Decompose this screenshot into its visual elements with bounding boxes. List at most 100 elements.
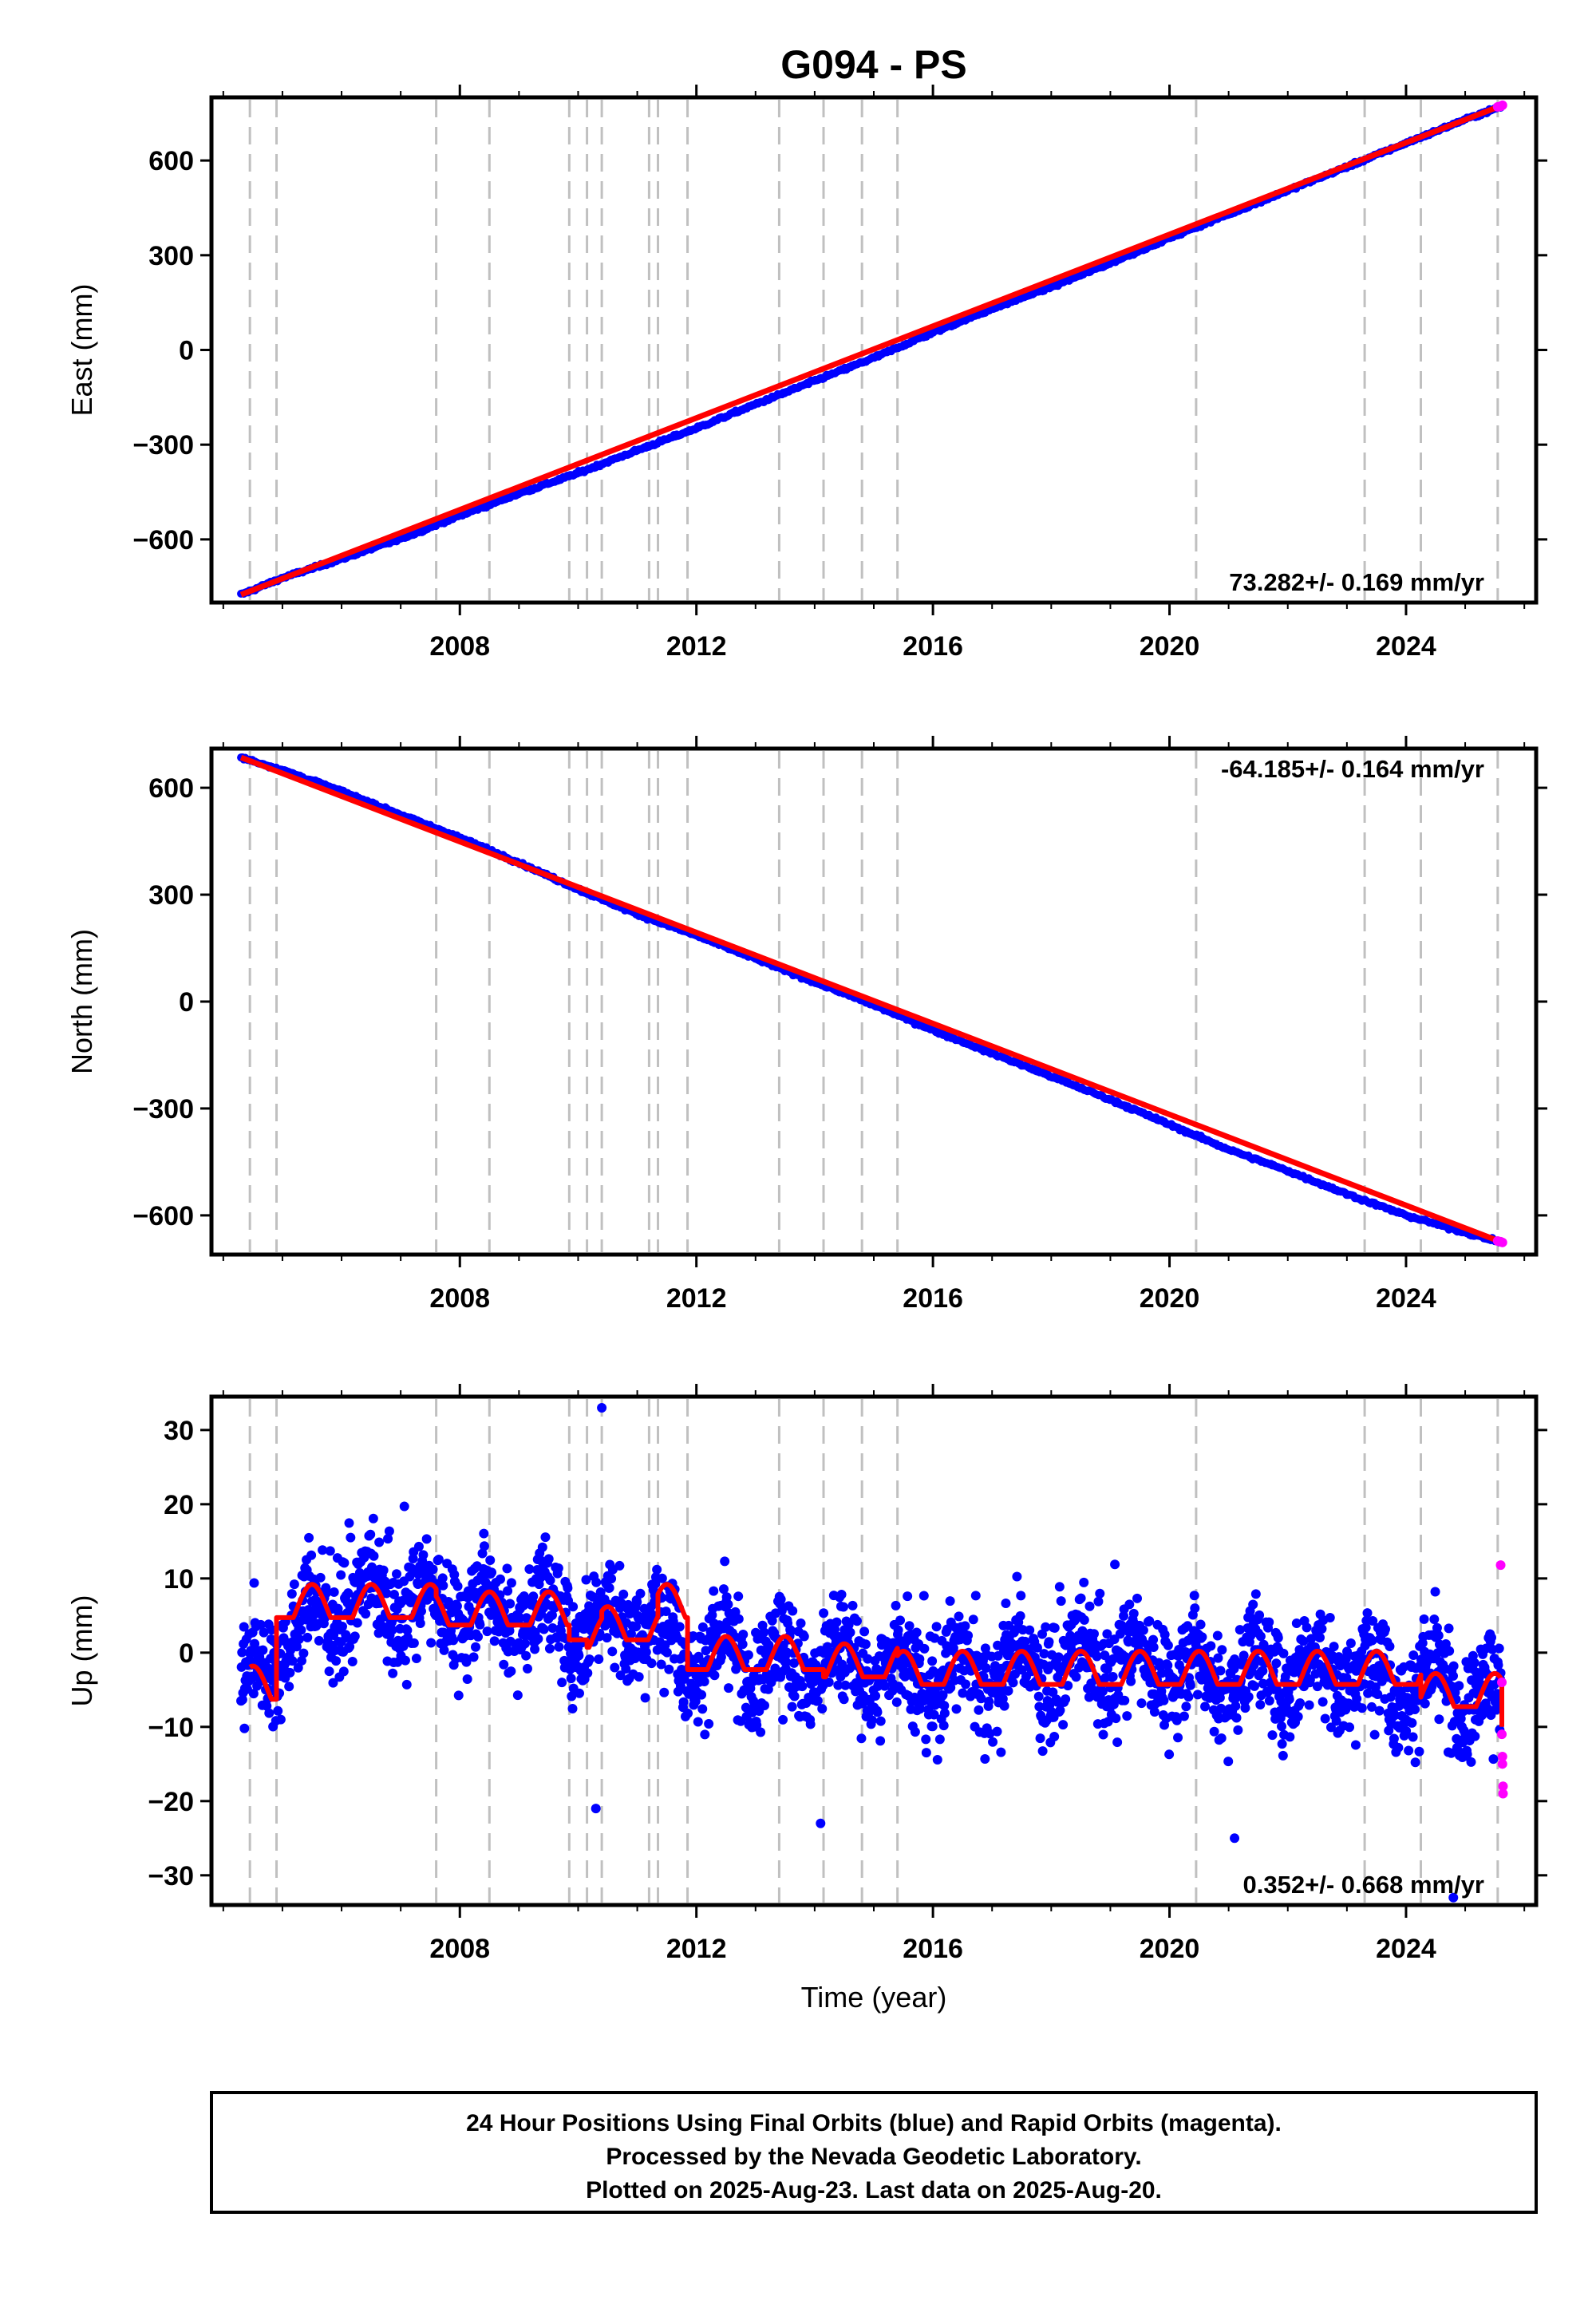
- final-orbit-point: [662, 1647, 672, 1658]
- final-orbit-point: [602, 1633, 612, 1643]
- final-orbit-point: [452, 1581, 463, 1591]
- final-orbit-point: [718, 1584, 729, 1595]
- final-orbit-point: [860, 1639, 871, 1650]
- final-orbit-point: [958, 1688, 968, 1698]
- final-orbit-point: [954, 1611, 964, 1622]
- final-orbit-point: [563, 1583, 573, 1593]
- final-orbit-point: [875, 1736, 886, 1746]
- final-orbit-point: [1367, 1635, 1377, 1646]
- final-orbit-point: [980, 1753, 990, 1764]
- final-orbit-point: [1430, 1587, 1440, 1597]
- final-orbit-point: [910, 1727, 920, 1737]
- final-orbit-point: [298, 1648, 309, 1658]
- final-orbit-point: [1380, 1624, 1390, 1634]
- final-orbit-point: [1363, 1688, 1373, 1698]
- final-orbit-point: [521, 1650, 531, 1661]
- final-orbit-point: [1061, 1694, 1071, 1705]
- final-orbit-point: [421, 1534, 432, 1544]
- final-orbit-point: [487, 1567, 497, 1578]
- final-orbit-point: [787, 1701, 797, 1712]
- final-orbit-point: [812, 1696, 823, 1706]
- final-orbit-point: [418, 1550, 429, 1560]
- final-orbit-point: [891, 1697, 902, 1707]
- final-orbit-point: [1329, 1642, 1339, 1652]
- plot-area: [236, 1402, 1508, 1903]
- final-orbit-point: [413, 1541, 424, 1551]
- final-orbit-point: [1420, 1698, 1430, 1709]
- final-orbit-point: [392, 1569, 402, 1579]
- final-orbit-point: [566, 1674, 576, 1684]
- final-orbit-point: [879, 1681, 890, 1691]
- final-orbit-point: [1264, 1695, 1274, 1705]
- final-orbit-point: [921, 1734, 931, 1745]
- final-orbit-point: [970, 1591, 981, 1601]
- y-tick-label: −10: [148, 1713, 194, 1743]
- final-orbit-point: [581, 1575, 591, 1585]
- final-orbit-point: [1273, 1633, 1283, 1643]
- final-orbit-point: [931, 1622, 942, 1632]
- final-orbit-point: [477, 1548, 488, 1559]
- final-orbit-point: [656, 1659, 666, 1670]
- final-orbit-point: [318, 1545, 328, 1555]
- final-orbit-point: [932, 1754, 942, 1765]
- final-orbit-point: [1285, 1732, 1295, 1742]
- final-orbit-point: [871, 1690, 881, 1701]
- final-orbit-point: [1429, 1614, 1440, 1624]
- final-orbit-point: [992, 1726, 1002, 1737]
- final-orbit-point: [557, 1678, 567, 1688]
- final-orbit-point: [1173, 1733, 1183, 1743]
- final-orbit-point: [856, 1733, 867, 1744]
- final-orbit-point: [1159, 1630, 1170, 1640]
- final-orbit-point: [1345, 1722, 1355, 1733]
- final-orbit-point: [1275, 1713, 1286, 1723]
- final-orbit-point: [699, 1677, 709, 1687]
- final-orbit-point: [859, 1626, 870, 1637]
- final-orbit-point: [911, 1627, 922, 1638]
- final-orbit-point: [338, 1666, 349, 1677]
- final-orbit-point: [738, 1629, 749, 1639]
- final-orbit-point: [851, 1616, 862, 1626]
- final-orbit-point: [776, 1594, 786, 1604]
- final-orbit-point: [1049, 1732, 1060, 1742]
- final-orbit-point: [324, 1666, 334, 1677]
- final-orbit-point: [439, 1645, 449, 1655]
- final-orbit-point: [1215, 1666, 1226, 1676]
- final-orbit-point: [502, 1563, 512, 1574]
- rapid-orbit-point: [1497, 1237, 1507, 1247]
- final-orbit-point: [607, 1646, 618, 1657]
- rapid-orbit-point: [1497, 1759, 1507, 1769]
- final-orbit-point: [1488, 1754, 1499, 1765]
- final-orbit-point: [273, 1705, 283, 1716]
- final-orbit-point: [1171, 1715, 1182, 1725]
- model-fit-line: [239, 754, 1504, 1246]
- x-tick-label: 2016: [903, 1283, 963, 1314]
- final-orbit-point: [606, 1574, 617, 1584]
- final-orbit-point: [1079, 1614, 1089, 1625]
- final-orbit-point: [347, 1656, 358, 1666]
- y-tick-label: 600: [148, 773, 194, 804]
- final-orbit-point: [505, 1599, 516, 1609]
- final-orbit-point: [951, 1704, 962, 1714]
- final-orbit-point: [634, 1672, 644, 1682]
- final-orbit-point: [374, 1537, 385, 1547]
- final-orbit-point: [499, 1659, 509, 1670]
- rate-label: 0.352+/- 0.668 mm/yr: [1243, 1871, 1484, 1899]
- final-orbit-point: [574, 1650, 584, 1661]
- final-orbit-point: [473, 1631, 484, 1642]
- final-orbit-point: [875, 1716, 886, 1726]
- y-tick-label: −600: [132, 525, 194, 555]
- plot-area: [237, 100, 1507, 598]
- final-orbit-point: [1076, 1593, 1086, 1603]
- final-orbit-point: [921, 1748, 931, 1758]
- final-orbit-point: [1474, 1672, 1484, 1682]
- final-orbit-point: [845, 1627, 855, 1638]
- rapid-orbit-point: [1497, 1729, 1507, 1740]
- final-orbit-point: [597, 1402, 607, 1413]
- final-orbit-point: [836, 1590, 847, 1600]
- final-orbit-point: [1240, 1703, 1250, 1713]
- final-orbit-point: [1056, 1596, 1066, 1607]
- final-orbit-point: [697, 1690, 707, 1700]
- final-orbit-point: [1048, 1687, 1058, 1697]
- final-orbit-point: [674, 1622, 685, 1632]
- final-orbit-point: [724, 1683, 734, 1694]
